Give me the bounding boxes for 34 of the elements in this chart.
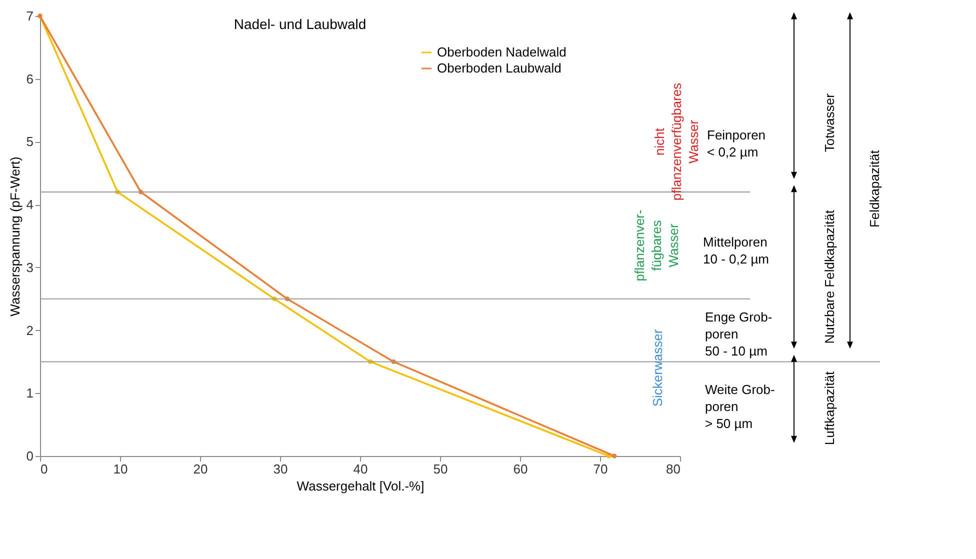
y-tick-label: 5	[26, 134, 34, 150]
point	[612, 454, 617, 458]
x-tick-label: 10	[113, 462, 128, 476]
y-tick-label: 6	[26, 71, 34, 86]
x-tick-label: 40	[353, 462, 368, 476]
x-tick-label: 0	[40, 462, 48, 476]
y-tick-label: 1	[26, 386, 34, 401]
chart-title: Nadel- und Laubwald	[234, 16, 366, 32]
x-tick-label: 60	[513, 462, 528, 476]
legend-label: Oberboden Laubwald	[437, 60, 562, 76]
y-tick-label: 3	[26, 260, 34, 275]
y-tick-label: 2	[26, 322, 34, 338]
x-tick-label: 20	[193, 462, 208, 476]
legend-label: Oberboden Nadelwald	[437, 44, 566, 60]
y-tick-label: 4	[26, 197, 34, 212]
x-tick-label: 80	[666, 462, 680, 476]
x-axis-title: Wassergehalt [Vol.-%]	[296, 478, 424, 494]
text: Nutzbare Feldkapazität	[822, 210, 837, 344]
x-tick-label: 30	[273, 462, 288, 476]
annotation: Sickerwasser	[650, 328, 665, 407]
x-tick-label: 70	[593, 462, 608, 476]
y-axis-title: Wasserspannung (pF-Wert)	[7, 156, 22, 316]
text: Feldkapazität	[867, 150, 882, 228]
text: Mittelporen 10 - 0,2 µm	[703, 234, 770, 266]
text: Totwasser	[822, 92, 837, 152]
text: Enge Grob- poren 50 - 10 µm	[705, 310, 772, 359]
text: Feinporen < 0,2 µm	[707, 127, 766, 160]
annotation: pflanzenver- fügbares Wasser	[632, 210, 681, 282]
x-tick-label: 50	[433, 462, 448, 476]
y-tick-label: 7	[26, 8, 34, 24]
text: Weite Grob- poren > 50 µm	[705, 382, 775, 431]
y-tick-label: 0	[26, 448, 34, 464]
text: Luftkapazität	[822, 370, 837, 446]
annotation: nicht pflanzenverfügbares Wasser	[652, 82, 701, 201]
